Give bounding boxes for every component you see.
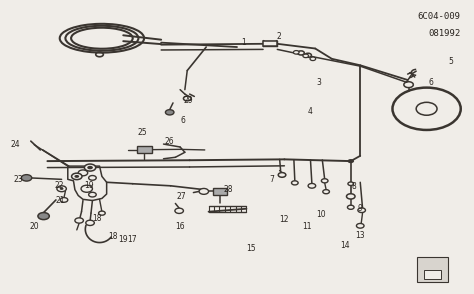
Circle shape (74, 175, 79, 178)
Circle shape (356, 223, 364, 228)
Circle shape (87, 166, 93, 169)
Text: 3: 3 (317, 78, 321, 87)
Text: 13: 13 (356, 231, 365, 240)
Text: 10: 10 (317, 210, 326, 219)
Circle shape (346, 194, 355, 199)
Circle shape (347, 159, 354, 163)
Text: 9: 9 (358, 204, 363, 213)
Text: 081992: 081992 (428, 29, 461, 39)
Bar (417, 257, 448, 282)
Text: 1: 1 (241, 38, 246, 47)
Circle shape (348, 182, 354, 186)
Circle shape (21, 175, 32, 181)
Text: 18: 18 (108, 232, 118, 241)
Circle shape (347, 205, 354, 209)
Text: 28: 28 (224, 185, 233, 194)
Circle shape (175, 208, 183, 213)
Text: 17: 17 (127, 235, 137, 244)
Text: 24: 24 (10, 140, 20, 148)
Text: 20: 20 (29, 222, 39, 231)
Circle shape (292, 181, 298, 185)
Circle shape (308, 183, 316, 188)
Bar (213, 188, 227, 195)
Circle shape (78, 170, 88, 176)
Circle shape (201, 190, 207, 193)
Circle shape (305, 53, 311, 57)
Circle shape (38, 213, 49, 220)
Circle shape (183, 96, 191, 101)
Bar (424, 270, 441, 279)
Circle shape (293, 51, 299, 54)
Text: 19: 19 (84, 181, 94, 190)
Text: 12: 12 (279, 215, 288, 223)
Circle shape (86, 220, 94, 225)
Text: 18: 18 (92, 214, 102, 223)
Text: 2: 2 (276, 32, 281, 41)
Text: 14: 14 (340, 241, 350, 250)
Bar (137, 146, 152, 153)
Circle shape (321, 179, 328, 183)
Circle shape (298, 51, 304, 55)
Circle shape (89, 176, 96, 180)
Circle shape (60, 198, 68, 202)
Text: 6: 6 (180, 116, 185, 125)
Text: 23: 23 (13, 176, 23, 184)
Circle shape (358, 208, 365, 213)
Text: 5: 5 (448, 57, 453, 66)
Text: 4: 4 (308, 107, 313, 116)
Circle shape (57, 186, 66, 192)
Text: 27: 27 (176, 193, 186, 201)
Circle shape (75, 218, 83, 223)
Circle shape (310, 57, 316, 61)
Circle shape (165, 110, 174, 115)
Text: 21: 21 (56, 196, 65, 205)
Text: 6C04-009: 6C04-009 (418, 12, 461, 21)
Text: 8: 8 (352, 182, 356, 191)
Circle shape (81, 185, 92, 192)
Circle shape (84, 164, 96, 171)
Text: 11: 11 (302, 222, 312, 231)
Circle shape (323, 190, 329, 194)
Text: 7: 7 (269, 175, 274, 184)
Text: 22: 22 (55, 181, 64, 190)
Circle shape (199, 188, 209, 194)
Circle shape (89, 192, 96, 197)
Text: 26: 26 (165, 137, 174, 146)
Circle shape (72, 173, 82, 180)
Circle shape (60, 188, 64, 190)
Text: 15: 15 (246, 244, 256, 253)
Text: 19: 19 (118, 235, 128, 244)
Circle shape (303, 54, 309, 58)
Bar (263, 41, 277, 46)
Text: 25: 25 (137, 128, 147, 137)
Text: 6: 6 (429, 78, 434, 87)
Circle shape (278, 173, 286, 177)
Text: 29: 29 (184, 96, 193, 105)
Text: 16: 16 (175, 223, 185, 231)
Circle shape (99, 211, 105, 215)
